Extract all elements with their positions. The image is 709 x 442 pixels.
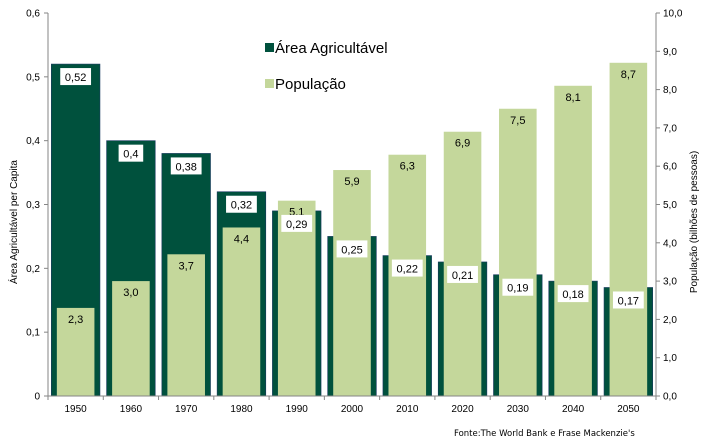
data-label-populacao: 3,7 [179, 260, 194, 272]
data-label-box-area-agricultavel [118, 144, 144, 162]
data-label-box-area-agricultavel [612, 291, 644, 309]
x-tick-label: 2020 [451, 404, 474, 415]
data-label-box-area-agricultavel [226, 195, 257, 213]
bar-populacao [112, 281, 150, 396]
x-tick-label: 1950 [65, 404, 88, 415]
y2-axis-title: População (bilhões de pessoas) [689, 151, 700, 293]
y-tick-label: 0,5 [26, 72, 40, 83]
y2-tick-label: 8,0 [663, 85, 677, 96]
bar-populacao [277, 200, 316, 396]
data-label-area-agricultavel: 0,52 [65, 72, 86, 84]
y2-tick-label: 9,0 [663, 47, 677, 58]
y2-tick-label: 4,0 [663, 238, 677, 249]
x-tick-label: 1980 [230, 404, 253, 415]
x-tick-label: 2010 [396, 404, 419, 415]
data-label-area-agricultavel: 0,38 [175, 161, 196, 173]
data-label-area-agricultavel: 0,4 [123, 149, 138, 161]
x-tick-label: 2000 [341, 404, 364, 415]
data-label-area-agricultavel: 0,25 [341, 244, 362, 256]
data-label-box-area-agricultavel [60, 68, 92, 86]
x-tick-label: 1970 [175, 404, 198, 415]
bar-populacao [167, 254, 205, 396]
data-label-populacao: 4,4 [234, 233, 249, 245]
bar-populacao [56, 307, 95, 396]
data-label-box-area-agricultavel [557, 285, 589, 303]
legend-swatch-populacao [265, 79, 274, 88]
data-label-area-agricultavel: 0,18 [562, 289, 583, 301]
source-annotation: Fonte:The World Bank e Frase Mackenzie's [454, 429, 635, 439]
legend-swatch-area-agricultavel [265, 43, 274, 52]
data-label-box-area-agricultavel [502, 278, 534, 296]
axes: 1950 1960 1970 1980 1990 2000 2010 2020 2030 2040… [26, 9, 683, 416]
y2-tick-label: 3,0 [663, 277, 677, 288]
data-label-area-agricultavel: 0,19 [507, 283, 528, 295]
bar-populacao [333, 170, 371, 396]
x-tick-label: 1960 [120, 404, 143, 415]
x-tick-label: 1990 [286, 404, 309, 415]
y-tick-label: 0,4 [26, 136, 40, 147]
y2-tick-label: 5,0 [663, 200, 677, 211]
y2-tick-label: 10,0 [663, 9, 683, 20]
data-label-populacao: 6,3 [400, 161, 415, 173]
data-label-populacao: 2,3 [68, 314, 83, 326]
bar-populacao [609, 62, 648, 396]
y-tick-label: 0,6 [26, 9, 40, 20]
data-label-area-agricultavel: 0,32 [231, 200, 252, 212]
y2-tick-label: 7,0 [663, 123, 677, 134]
y2-tick-label: 2,0 [663, 315, 677, 326]
bar-populacao [499, 108, 537, 396]
x-tick-label: 2040 [562, 404, 585, 415]
y2-tick-label: 1,0 [663, 353, 677, 364]
data-label-area-agricultavel: 0,22 [397, 264, 418, 276]
data-label-populacao: 3,0 [123, 287, 138, 299]
data-label-area-agricultavel: 0,29 [286, 219, 307, 231]
legend: Área Agricultável População [265, 40, 388, 93]
data-label-populacao: 6,9 [455, 138, 470, 150]
y-tick-label: 0,3 [26, 200, 40, 211]
y2-tick-label: 0,0 [663, 392, 677, 403]
y-tick-label: 0,2 [26, 264, 40, 275]
data-label-populacao: 8,1 [565, 92, 580, 104]
y-axis-title: Área Agricultável per Capita [7, 160, 20, 284]
data-label-box-area-agricultavel [391, 259, 423, 277]
legend-label-area-agricultavel: Área Agricultável [275, 40, 388, 57]
y-tick-label: 0 [34, 392, 40, 403]
data-label-box-area-agricultavel [170, 157, 202, 175]
data-label-box-area-agricultavel [336, 240, 368, 258]
data-label-populacao: 7,5 [510, 115, 525, 127]
data-label-box-area-agricultavel [281, 214, 313, 232]
data-label-populacao: 5,9 [344, 176, 359, 188]
legend-label-populacao: População [275, 76, 346, 93]
bar-populacao [222, 227, 261, 396]
x-tick-label: 2050 [617, 404, 640, 415]
data-label-area-agricultavel: 0,17 [618, 295, 639, 307]
y2-tick-label: 6,0 [663, 162, 677, 173]
x-tick-label: 2030 [507, 404, 530, 415]
data-label-populacao: 8,7 [621, 69, 636, 81]
bar-populacao [554, 85, 592, 397]
data-label-box-area-agricultavel [447, 265, 478, 283]
bar-populacao [443, 131, 482, 397]
data-labels-area-agricultavel: 0,52 0,4 0,38 0,32 0,29 0,25 0,22 0,21 0,19 0,18 0… [60, 68, 644, 309]
data-label-area-agricultavel: 0,21 [452, 270, 473, 282]
y-tick-label: 0,1 [26, 328, 40, 339]
